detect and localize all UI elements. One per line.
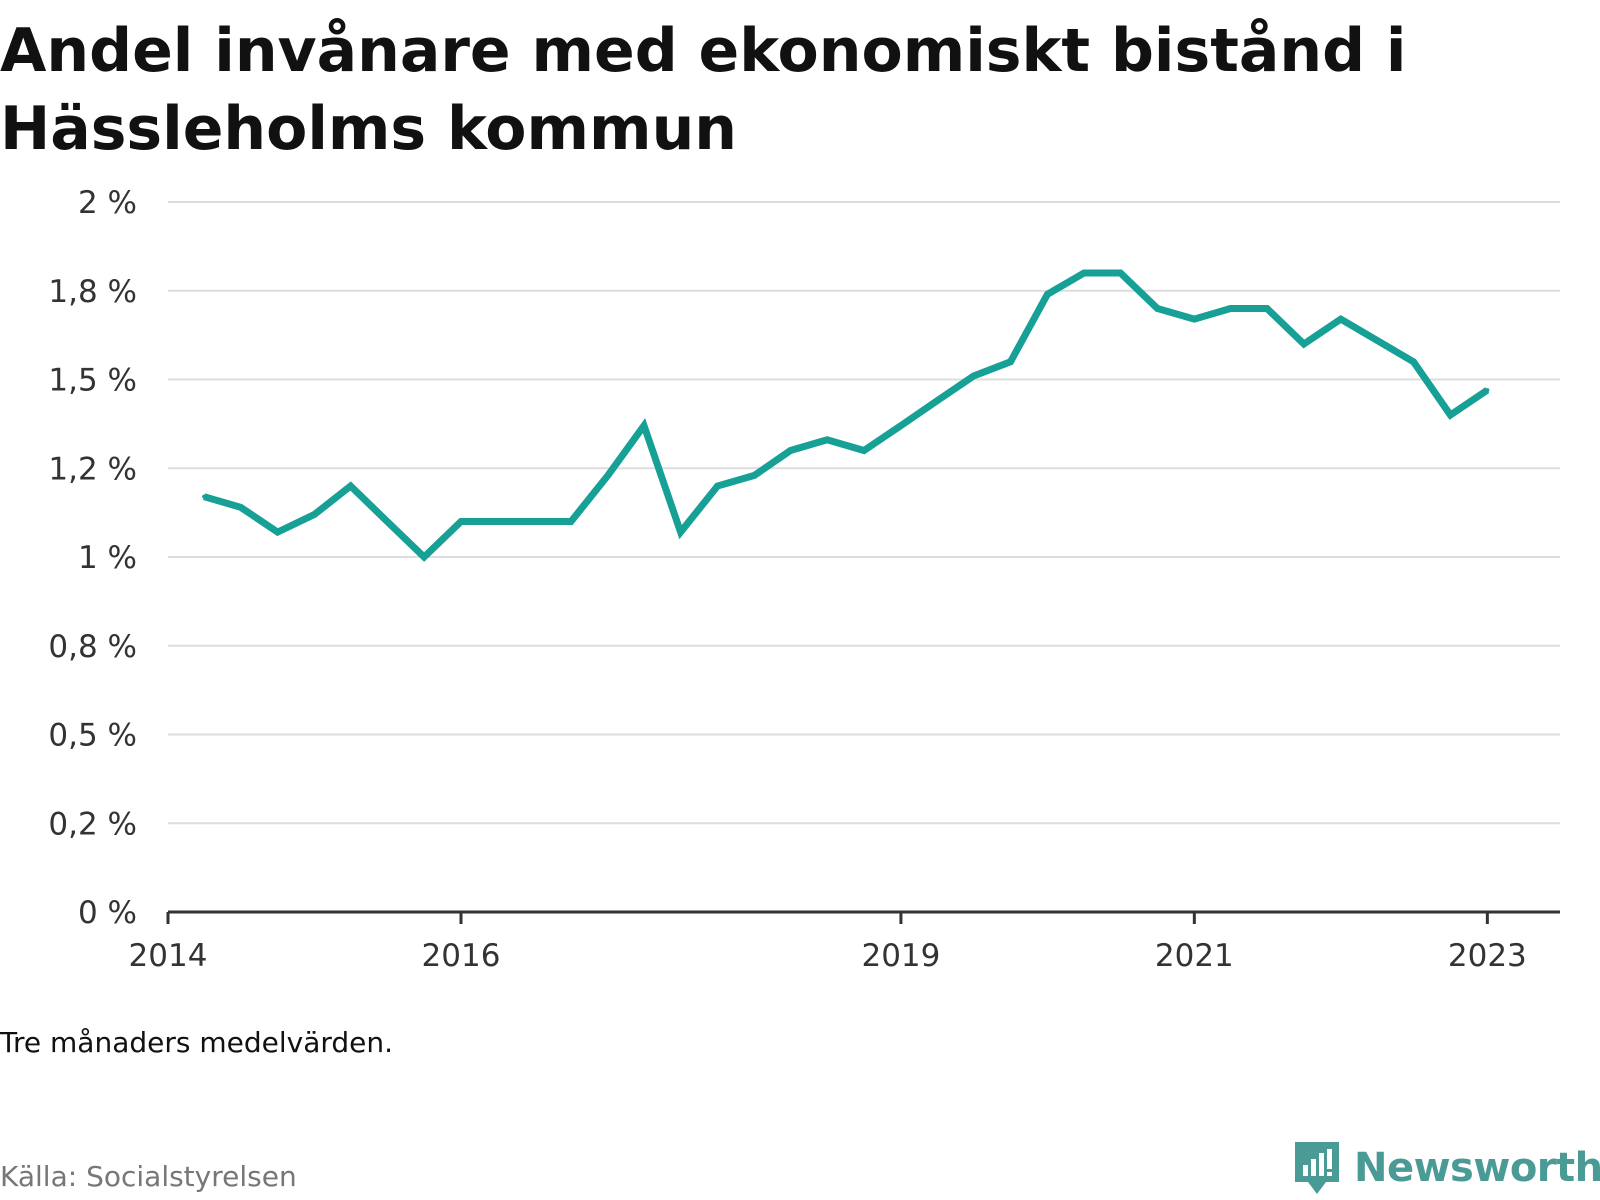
data-point bbox=[1374, 338, 1379, 343]
y-axis-ticks: 0 % 0,2 % 0,5 % 0,8 % 1 % 1,2 % 1,5 % 1,8 % 2 % bbox=[48, 185, 137, 931]
y-tick-label: 1,5 % bbox=[48, 363, 137, 399]
data-point bbox=[202, 494, 207, 499]
data-point bbox=[1008, 359, 1013, 364]
data-point bbox=[238, 505, 243, 510]
data-point bbox=[1118, 271, 1123, 275]
data-point bbox=[1045, 292, 1050, 297]
x-tick-label: 2014 bbox=[129, 938, 208, 974]
data-point bbox=[568, 519, 573, 524]
data-point bbox=[715, 484, 720, 488]
y-tick-label: 1 % bbox=[78, 540, 137, 576]
gridlines bbox=[168, 201, 1560, 825]
data-point bbox=[1264, 306, 1269, 311]
data-point bbox=[312, 512, 317, 517]
newsworthy-logo-icon bbox=[1295, 1142, 1339, 1194]
data-point bbox=[532, 519, 537, 524]
data-point bbox=[495, 519, 500, 524]
y-tick-label: 0,8 % bbox=[48, 629, 137, 665]
data-point bbox=[678, 530, 683, 535]
data-point bbox=[1081, 271, 1086, 275]
line-chart: 0 %0,2 %0,5 %0,8 %1 %1,2 %1,5 %1,8 %2 % … bbox=[48, 185, 1560, 974]
brand-logo: Newsworthy bbox=[1292, 1140, 1600, 1196]
y-tick-label: 0,2 % bbox=[48, 806, 137, 842]
y-tick-label: 1,2 % bbox=[48, 451, 137, 487]
data-point bbox=[1411, 359, 1416, 364]
series-layer bbox=[202, 269, 1490, 562]
y-tick-label: 0 % bbox=[78, 895, 137, 931]
brand-name: Newsworthy bbox=[1354, 1145, 1600, 1191]
data-point bbox=[862, 448, 866, 453]
data-point bbox=[1155, 306, 1160, 311]
data-point bbox=[1301, 342, 1306, 346]
data-point bbox=[935, 398, 940, 403]
y-tick-label: 0,5 % bbox=[48, 718, 137, 754]
data-point bbox=[1192, 317, 1197, 322]
x-tick-label: 2021 bbox=[1155, 938, 1234, 974]
data-point bbox=[459, 519, 464, 524]
data-point bbox=[385, 519, 390, 524]
chart-note: Tre månaders medelvärden. bbox=[0, 1026, 394, 1059]
data-point bbox=[971, 373, 976, 378]
data-point bbox=[275, 530, 280, 535]
data-point bbox=[642, 423, 647, 428]
data-point bbox=[1485, 388, 1490, 393]
data-point bbox=[1228, 306, 1233, 311]
data-point bbox=[1448, 413, 1453, 417]
data-point bbox=[752, 473, 757, 478]
x-axis: 2014 2016 2019 2021 2023 bbox=[129, 910, 1560, 974]
x-tick-label: 2023 bbox=[1448, 938, 1527, 974]
data-point bbox=[898, 423, 903, 428]
y-tick-label: 1,8 % bbox=[48, 274, 137, 310]
data-point bbox=[788, 448, 793, 453]
series-line bbox=[203, 269, 1490, 562]
data-point bbox=[825, 437, 830, 442]
x-tick-label: 2016 bbox=[422, 938, 501, 974]
data-point bbox=[605, 473, 610, 478]
x-tick-label: 2019 bbox=[861, 938, 940, 974]
chart-title: Andel invånare med ekonomiskt bistånd i … bbox=[0, 16, 1407, 164]
data-point bbox=[348, 484, 353, 488]
data-point bbox=[422, 555, 427, 559]
y-tick-label: 2 % bbox=[78, 185, 137, 221]
source-credit: Källa: Socialstyrelsen bbox=[0, 1160, 297, 1193]
data-point bbox=[1338, 317, 1343, 322]
